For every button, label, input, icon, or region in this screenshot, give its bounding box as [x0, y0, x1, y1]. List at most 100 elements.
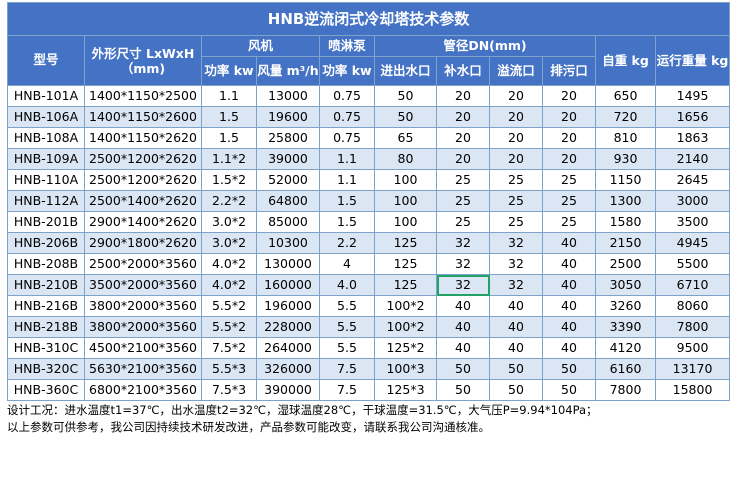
cell-inlet-outlet[interactable]: 65 — [374, 127, 437, 149]
cell-overflow[interactable]: 20 — [489, 148, 543, 170]
cell-fan-power[interactable]: 2.2*2 — [201, 190, 257, 212]
cell-weight[interactable]: 7800 — [595, 379, 656, 401]
cell-makeup[interactable]: 50 — [436, 379, 490, 401]
cell-drain[interactable]: 20 — [542, 106, 596, 128]
cell-pump-power[interactable]: 1.1 — [319, 148, 375, 170]
cell-pump-power[interactable]: 5.5 — [319, 337, 375, 359]
cell-run-weight[interactable]: 1495 — [654, 85, 731, 107]
cell-model[interactable]: HNB-206B — [7, 232, 85, 254]
cell-weight[interactable]: 720 — [595, 106, 656, 128]
cell-inlet-outlet[interactable]: 125 — [374, 274, 437, 296]
cell-dimensions[interactable]: 2500*1200*2620 — [84, 169, 202, 191]
cell-inlet-outlet[interactable]: 100*2 — [374, 295, 437, 317]
cell-run-weight[interactable]: 4945 — [654, 232, 731, 254]
cell-overflow[interactable]: 40 — [489, 337, 543, 359]
cell-drain[interactable]: 40 — [542, 316, 596, 338]
cell-run-weight[interactable]: 15800 — [654, 379, 731, 401]
cell-run-weight[interactable]: 1863 — [654, 127, 731, 149]
cell-weight[interactable]: 1580 — [595, 211, 656, 233]
cell-run-weight[interactable]: 1656 — [654, 106, 731, 128]
cell-model[interactable]: HNB-101A — [7, 85, 85, 107]
cell-model[interactable]: HNB-108A — [7, 127, 85, 149]
cell-fan-airflow[interactable]: 19600 — [256, 106, 320, 128]
cell-drain[interactable]: 50 — [542, 358, 596, 380]
cell-fan-power[interactable]: 3.0*2 — [201, 232, 257, 254]
cell-dimensions[interactable]: 5630*2100*3560 — [84, 358, 202, 380]
cell-model[interactable]: HNB-106A — [7, 106, 85, 128]
cell-model[interactable]: HNB-320C — [7, 358, 85, 380]
cell-fan-power[interactable]: 5.5*2 — [201, 295, 257, 317]
cell-makeup[interactable]: 40 — [436, 337, 490, 359]
cell-run-weight[interactable]: 3500 — [654, 211, 731, 233]
cell-makeup[interactable]: 20 — [436, 127, 490, 149]
cell-drain[interactable]: 20 — [542, 127, 596, 149]
cell-drain[interactable]: 25 — [542, 169, 596, 191]
cell-pump-power[interactable]: 1.5 — [319, 211, 375, 233]
cell-drain[interactable]: 40 — [542, 253, 596, 275]
cell-fan-power[interactable]: 7.5*3 — [201, 379, 257, 401]
cell-dimensions[interactable]: 2900*1400*2620 — [84, 211, 202, 233]
cell-makeup[interactable]: 25 — [436, 211, 490, 233]
cell-weight[interactable]: 3050 — [595, 274, 656, 296]
cell-inlet-outlet[interactable]: 80 — [374, 148, 437, 170]
cell-pump-power[interactable]: 5.5 — [319, 295, 375, 317]
cell-overflow[interactable]: 32 — [489, 232, 543, 254]
cell-model[interactable]: HNB-218B — [7, 316, 85, 338]
cell-inlet-outlet[interactable]: 100 — [374, 169, 437, 191]
cell-weight[interactable]: 650 — [595, 85, 656, 107]
cell-weight[interactable]: 6160 — [595, 358, 656, 380]
cell-pump-power[interactable]: 4.0 — [319, 274, 375, 296]
cell-weight[interactable]: 2500 — [595, 253, 656, 275]
cell-pump-power[interactable]: 4 — [319, 253, 375, 275]
cell-drain[interactable]: 20 — [542, 148, 596, 170]
cell-weight[interactable]: 1300 — [595, 190, 656, 212]
cell-fan-power[interactable]: 1.5 — [201, 127, 257, 149]
cell-inlet-outlet[interactable]: 125 — [374, 253, 437, 275]
cell-drain[interactable]: 40 — [542, 337, 596, 359]
cell-makeup[interactable]: 40 — [436, 316, 490, 338]
cell-dimensions[interactable]: 3500*2000*3560 — [84, 274, 202, 296]
cell-fan-airflow[interactable]: 390000 — [256, 379, 320, 401]
cell-dimensions[interactable]: 2900*1800*2620 — [84, 232, 202, 254]
cell-weight[interactable]: 4120 — [595, 337, 656, 359]
cell-dimensions[interactable]: 1400*1150*2600 — [84, 106, 202, 128]
cell-drain[interactable]: 50 — [542, 379, 596, 401]
cell-model[interactable]: HNB-112A — [7, 190, 85, 212]
cell-run-weight[interactable]: 7800 — [654, 316, 731, 338]
cell-pump-power[interactable]: 2.2 — [319, 232, 375, 254]
cell-makeup[interactable]: 20 — [436, 106, 490, 128]
cell-model[interactable]: HNB-360C — [7, 379, 85, 401]
cell-makeup[interactable]: 50 — [436, 358, 490, 380]
cell-fan-airflow[interactable]: 228000 — [256, 316, 320, 338]
cell-weight[interactable]: 810 — [595, 127, 656, 149]
cell-inlet-outlet[interactable]: 50 — [374, 106, 437, 128]
cell-weight[interactable]: 1150 — [595, 169, 656, 191]
cell-fan-power[interactable]: 1.1 — [201, 85, 257, 107]
cell-run-weight[interactable]: 13170 — [654, 358, 731, 380]
cell-fan-airflow[interactable]: 264000 — [256, 337, 320, 359]
cell-run-weight[interactable]: 2140 — [654, 148, 731, 170]
cell-pump-power[interactable]: 1.1 — [319, 169, 375, 191]
cell-model[interactable]: HNB-109A — [7, 148, 85, 170]
cell-drain[interactable]: 40 — [542, 274, 596, 296]
cell-overflow[interactable]: 32 — [489, 253, 543, 275]
cell-model[interactable]: HNB-310C — [7, 337, 85, 359]
cell-model[interactable]: HNB-210B — [7, 274, 85, 296]
cell-weight[interactable]: 3390 — [595, 316, 656, 338]
cell-model[interactable]: HNB-208B — [7, 253, 85, 275]
cell-fan-power[interactable]: 1.5 — [201, 106, 257, 128]
cell-pump-power[interactable]: 5.5 — [319, 316, 375, 338]
cell-inlet-outlet[interactable]: 50 — [374, 85, 437, 107]
cell-fan-airflow[interactable]: 52000 — [256, 169, 320, 191]
cell-inlet-outlet[interactable]: 100*3 — [374, 358, 437, 380]
cell-fan-power[interactable]: 5.5*3 — [201, 358, 257, 380]
cell-dimensions[interactable]: 2500*1400*2620 — [84, 190, 202, 212]
cell-fan-power[interactable]: 1.5*2 — [201, 169, 257, 191]
cell-fan-power[interactable]: 7.5*2 — [201, 337, 257, 359]
cell-overflow[interactable]: 50 — [489, 358, 543, 380]
cell-dimensions[interactable]: 3800*2000*3560 — [84, 316, 202, 338]
cell-inlet-outlet[interactable]: 100*2 — [374, 316, 437, 338]
cell-pump-power[interactable]: 0.75 — [319, 127, 375, 149]
cell-overflow[interactable]: 32 — [489, 274, 543, 296]
cell-overflow[interactable]: 20 — [489, 106, 543, 128]
